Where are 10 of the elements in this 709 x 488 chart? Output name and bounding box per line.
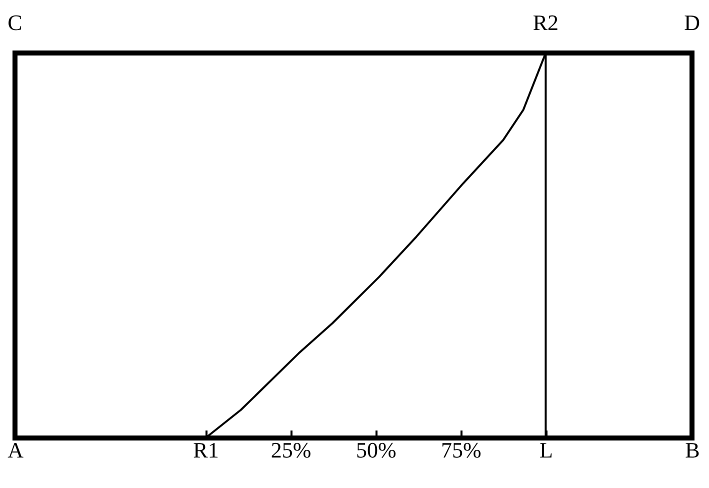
x-tick-label: L [539,438,553,462]
x-tick-label: 75% [441,438,482,462]
text: D [684,10,700,35]
x-tick-label: 50% [356,438,396,462]
x-tick-label: B [685,438,700,462]
x-tick-label: 25% [270,438,312,462]
x-tick-label: R1 [193,438,219,462]
x-tick-label: A [8,438,24,462]
annotation: R2 [532,10,559,35]
text: C [8,10,22,35]
